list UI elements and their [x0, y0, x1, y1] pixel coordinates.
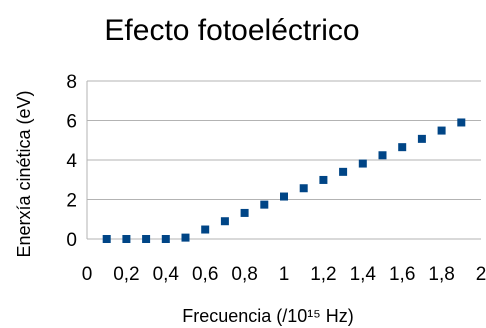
x-tick-label: 1,8 [428, 264, 454, 285]
data-point [260, 200, 269, 209]
x-tick-label: 0,4 [153, 264, 180, 285]
x-tick-label: 0 [82, 264, 93, 285]
data-point [417, 134, 426, 143]
data-point [358, 159, 367, 168]
x-tick-label: 1,6 [389, 264, 415, 285]
y-tick-label: 4 [66, 151, 77, 172]
data-point [102, 235, 111, 243]
x-tick-label: 1 [279, 264, 290, 285]
grid-lines [86, 80, 481, 240]
data-point [161, 235, 170, 243]
y-tick-labels: 0 2 4 6 8 [66, 72, 77, 251]
data-point [122, 235, 131, 243]
data-point [457, 118, 466, 127]
y-tick-label: 2 [66, 191, 77, 212]
data-point [181, 233, 190, 242]
x-tick-label: 0,8 [231, 264, 257, 285]
data-point [378, 151, 387, 160]
data-point [240, 208, 249, 217]
data-point [201, 225, 210, 234]
data-points [102, 118, 466, 243]
x-tick-label: 0,6 [192, 264, 218, 285]
x-tick-label: 2 [476, 264, 486, 285]
data-point [339, 167, 348, 176]
data-point [299, 184, 308, 193]
x-tick-label: 1,4 [350, 264, 377, 285]
data-point [319, 175, 328, 184]
data-point [398, 143, 407, 152]
x-tick-label: 1,2 [310, 264, 336, 285]
y-tick-label: 6 [66, 112, 77, 133]
y-axis-label: Enerxía cinética (eV) [14, 90, 34, 257]
x-tick-labels: 0 0,2 0,4 0,6 0,8 1 1,2 1,4 1,6 1,8 2 [82, 264, 486, 285]
data-point [220, 217, 229, 226]
x-axis-label: Frecuencia (/10¹⁵ Hz) [182, 306, 354, 326]
x-tick-label: 0,2 [113, 264, 139, 285]
chart-title: Efecto fotoeléctrico [104, 14, 359, 47]
data-point [437, 126, 446, 135]
data-point [142, 235, 151, 243]
data-point [280, 192, 288, 201]
y-tick-label: 8 [66, 72, 77, 93]
y-tick-label: 0 [66, 230, 77, 251]
